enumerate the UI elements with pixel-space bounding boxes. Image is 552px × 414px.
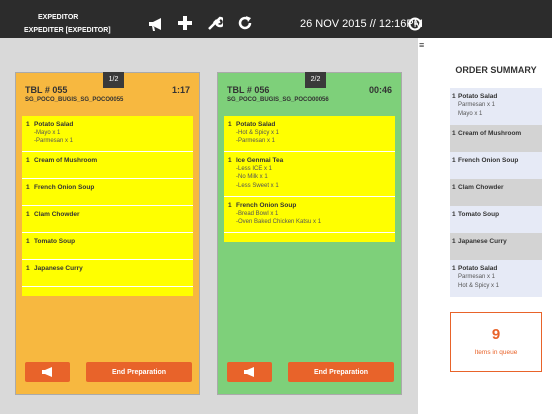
header-title: EXPEDITOR xyxy=(38,14,79,21)
summary-name: Potato Salad xyxy=(458,265,498,272)
summary-row xyxy=(450,233,542,260)
summary-row xyxy=(450,206,542,233)
summary-modifier: Mayo x 1 xyxy=(458,110,483,117)
clock-icon[interactable] xyxy=(408,17,422,31)
ticket-table: TBL # 056 xyxy=(227,85,270,95)
summary-qty: 1 xyxy=(452,157,456,164)
item-modifier: -No Milk x 1 xyxy=(236,174,268,180)
item-modifier: -Bread Bowl x 1 xyxy=(236,210,279,217)
summary-qty: 1 xyxy=(452,265,456,272)
item-name: Ice Genmai Tea xyxy=(236,157,284,164)
queue-box xyxy=(450,312,542,372)
item-divider xyxy=(224,196,395,197)
summary-modifier: Hot & Spicy x 1 xyxy=(458,282,500,289)
queue-count: 9 xyxy=(491,326,501,343)
add-icon[interactable] xyxy=(177,15,193,31)
summary-name: French Onion Soup xyxy=(458,157,519,164)
ticket-page: 1/2 xyxy=(103,72,124,88)
ticket-table: TBL # 055 xyxy=(25,85,68,95)
refresh-icon[interactable] xyxy=(237,15,253,31)
item-qty: 1 xyxy=(26,211,30,218)
item-name: Potato Salad xyxy=(236,121,276,128)
item-qty: 1 xyxy=(228,202,232,209)
item-qty: 1 xyxy=(26,184,30,191)
items-box xyxy=(22,116,193,296)
item-modifier: -Parmesan x 1 xyxy=(34,138,74,144)
item-name: Potato Salad xyxy=(34,121,74,128)
queue-label: Items in queue xyxy=(474,349,518,356)
item-modifier: -Less ICE x 1 xyxy=(236,165,273,172)
item-name: Cream of Mushroom xyxy=(34,157,98,164)
header-subtitle: EXPEDITER [EXPEDITOR] xyxy=(24,27,111,34)
item-qty: 1 xyxy=(26,265,30,272)
item-modifier: -Less Sweet x 1 xyxy=(236,182,279,189)
summary-qty: 1 xyxy=(452,93,456,100)
item-modifier: -Mayo x 1 xyxy=(34,129,61,136)
ticket-time: 00:46 xyxy=(368,85,392,95)
summary-row xyxy=(450,152,542,179)
item-modifier: -Oven Baked Chicken Katsu x 1 xyxy=(236,219,322,225)
summary-row xyxy=(450,179,542,206)
item-divider xyxy=(22,205,193,206)
item-qty: 1 xyxy=(228,121,232,128)
item-divider xyxy=(22,178,193,179)
ticket-location: SG_POCO_BUGIS_SG_POCO00056 xyxy=(227,97,329,103)
summary-title: ORDER SUMMARY xyxy=(455,65,537,75)
header-bar xyxy=(0,0,552,38)
announce-icon[interactable] xyxy=(147,15,165,33)
item-name: French Onion Soup xyxy=(236,202,297,209)
announce-button[interactable] xyxy=(227,362,272,382)
announce-button[interactable] xyxy=(25,362,70,382)
item-divider xyxy=(224,232,395,233)
settings-icon[interactable] xyxy=(207,15,223,31)
item-name: Japanese Curry xyxy=(34,265,83,272)
item-divider xyxy=(22,232,193,233)
summary-name: Tomato Soup xyxy=(458,211,500,218)
item-qty: 1 xyxy=(26,157,30,164)
summary-qty: 1 xyxy=(452,238,456,245)
item-name: Tomato Soup xyxy=(34,238,76,245)
items-box xyxy=(224,116,395,242)
item-modifier: -Hot & Spicy x 1 xyxy=(236,129,280,136)
summary-modifier: Parmesan x 1 xyxy=(458,273,496,280)
item-divider xyxy=(224,151,395,152)
ticket-page: 2/2 xyxy=(305,72,326,88)
item-modifier: -Parmesan x 1 xyxy=(236,138,276,144)
item-name: French Onion Soup xyxy=(34,184,95,191)
ticket-time: 1:17 xyxy=(171,85,190,95)
summary-row xyxy=(450,260,542,297)
header-datetime: 26 NOV 2015 // 12:16PM xyxy=(300,18,423,30)
summary-qty: 1 xyxy=(452,211,456,218)
ticket-location: SG_POCO_BUGIS_SG_POCO0055 xyxy=(25,97,124,103)
item-divider xyxy=(22,259,193,260)
item-qty: 1 xyxy=(26,121,30,128)
summary-modifier: Parmesan x 1 xyxy=(458,101,496,108)
summary-name: Cream of Mushroom xyxy=(458,130,522,137)
item-name: Clam Chowder xyxy=(34,211,80,218)
item-qty: 1 xyxy=(228,157,232,164)
end-preparation-button[interactable]: End Preparation xyxy=(288,362,394,382)
item-divider xyxy=(22,286,193,287)
summary-name: Japanese Curry xyxy=(458,238,507,245)
summary-name: Clam Chowder xyxy=(458,184,504,191)
item-divider xyxy=(22,151,193,152)
end-preparation-button[interactable]: End Preparation xyxy=(86,362,192,382)
summary-name: Potato Salad xyxy=(458,93,498,100)
summary-qty: 1 xyxy=(452,130,456,137)
menu-icon[interactable]: ≡ xyxy=(419,40,425,50)
item-qty: 1 xyxy=(26,238,30,245)
summary-qty: 1 xyxy=(452,184,456,191)
summary-row xyxy=(450,88,542,125)
summary-row xyxy=(450,125,542,152)
